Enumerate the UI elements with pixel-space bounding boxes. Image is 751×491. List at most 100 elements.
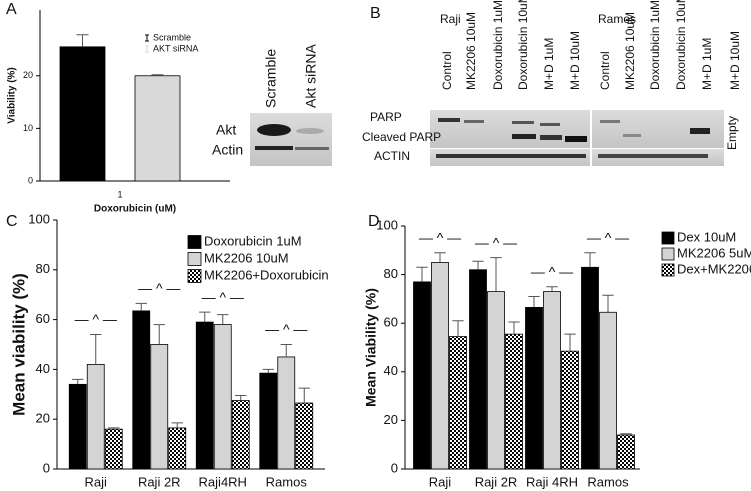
- bar: [259, 372, 278, 470]
- bar: [561, 350, 579, 470]
- y-tick-label: 40: [36, 361, 50, 376]
- blot-band: [690, 128, 710, 134]
- bar: [150, 344, 169, 470]
- annotation: — ^ —: [138, 280, 180, 296]
- panel-label: D: [368, 213, 380, 230]
- legend-swatch: [661, 247, 675, 261]
- legend-swatch: [661, 231, 675, 245]
- bar: [168, 427, 187, 470]
- x-tick-label: Ramos: [587, 474, 629, 489]
- bar: [195, 321, 214, 470]
- lane-label: Doxorubicin 1uM: [648, 0, 662, 90]
- y-tick-label: 20: [384, 412, 398, 427]
- lane-label: Scramble: [263, 49, 279, 108]
- x-tick-label: Raji4RH: [199, 474, 247, 489]
- blot-band: [623, 134, 641, 137]
- bar: [68, 383, 87, 470]
- bar: [543, 291, 561, 470]
- panel-label: B: [370, 5, 381, 22]
- blot-band: [295, 147, 329, 150]
- y-tick-label: 10: [23, 123, 33, 133]
- lane-label: Doxorubicin 10uM: [516, 0, 530, 90]
- panel-label: A: [6, 1, 17, 18]
- legend-label: Doxorubicin 1uM: [204, 233, 302, 248]
- row-label: PARP: [370, 110, 402, 124]
- legend-label: Scramble: [153, 32, 191, 42]
- lane-label: M+D 10uM: [568, 31, 582, 90]
- error-bar: [620, 433, 632, 435]
- error-bar: [452, 320, 464, 337]
- bar: [213, 324, 232, 470]
- error-bar: [76, 34, 89, 47]
- bar: [505, 333, 523, 470]
- error-bar: [199, 311, 211, 323]
- lane-label: Control: [598, 51, 612, 90]
- bar: [617, 434, 635, 470]
- legend-swatch: [187, 269, 202, 283]
- y-tick-label: 60: [36, 311, 50, 326]
- lane-label: M+D 1uM: [700, 38, 714, 90]
- error-bar: [90, 334, 102, 365]
- blot-band: [436, 154, 586, 158]
- legend-label: AKT siRNA: [153, 43, 198, 53]
- x-tick-label: Raji: [429, 474, 452, 489]
- legend-label: MK2206+Doxorubicin: [204, 267, 329, 282]
- annotation: — ^ —: [265, 321, 307, 337]
- y-tick-label: 80: [384, 266, 398, 281]
- legend-label: Dex+MK2206: [677, 261, 751, 276]
- bar: [469, 269, 487, 470]
- row-label: Akt: [216, 122, 236, 138]
- bar: [581, 266, 599, 470]
- error-bar: [490, 257, 502, 292]
- error-bar: [564, 333, 576, 352]
- empty-label: Empty: [725, 116, 739, 150]
- legend-swatch: [145, 34, 149, 42]
- legend-label: MK2206 10uM: [204, 250, 289, 265]
- y-tick-label: 0: [28, 175, 33, 185]
- lane-label: Control: [440, 51, 454, 90]
- blot-image: [250, 113, 332, 166]
- lane-label: M+D 1uM: [542, 38, 556, 90]
- y-tick-label: 60: [384, 315, 398, 330]
- panel-label: C: [6, 213, 18, 230]
- error-bar: [434, 252, 446, 263]
- error-bar: [602, 294, 614, 313]
- blot-band: [600, 120, 620, 123]
- error-bar: [584, 252, 596, 268]
- blot-band: [540, 135, 562, 140]
- lane-label: MK2206 10uM: [464, 12, 478, 90]
- bar: [431, 262, 449, 470]
- error-bar: [235, 395, 247, 401]
- error-bar: [508, 321, 520, 335]
- y-tick-label: 0: [43, 460, 50, 475]
- blot-a: Scramble Akt siRNA Akt Actin: [212, 44, 332, 166]
- error-bar: [72, 378, 84, 385]
- bar: [104, 428, 123, 470]
- legend-swatch: [661, 263, 675, 277]
- annotation: — ^ —: [419, 229, 461, 245]
- blot-band: [565, 136, 587, 142]
- x-tick-label: Raji 4RH: [526, 474, 578, 489]
- bar: [295, 402, 314, 470]
- x-tick-label: 1: [117, 189, 122, 199]
- error-bar: [135, 302, 147, 311]
- legend-label: MK2206 5uM: [677, 245, 751, 260]
- blot-band: [438, 118, 460, 122]
- error-bar: [262, 368, 274, 374]
- bar: [525, 307, 543, 470]
- y-tick-label: 100: [28, 211, 50, 226]
- bar: [86, 364, 105, 470]
- legend-swatch: [145, 45, 149, 53]
- y-tick-label: 20: [36, 411, 50, 426]
- y-tick-label: 100: [376, 217, 398, 232]
- error-bar: [217, 314, 229, 325]
- blot-band: [464, 120, 484, 123]
- bar: [277, 356, 296, 470]
- lane-label: Doxorubicin 1uM: [491, 0, 505, 90]
- annotation: — ^ —: [475, 234, 517, 250]
- error-bar: [108, 427, 120, 430]
- error-bar: [171, 422, 183, 428]
- x-tick-label: Raji 2R: [138, 474, 181, 489]
- blot-b: Ramos Raji PARP Cleaved PARP ACTIN Empty…: [362, 0, 742, 166]
